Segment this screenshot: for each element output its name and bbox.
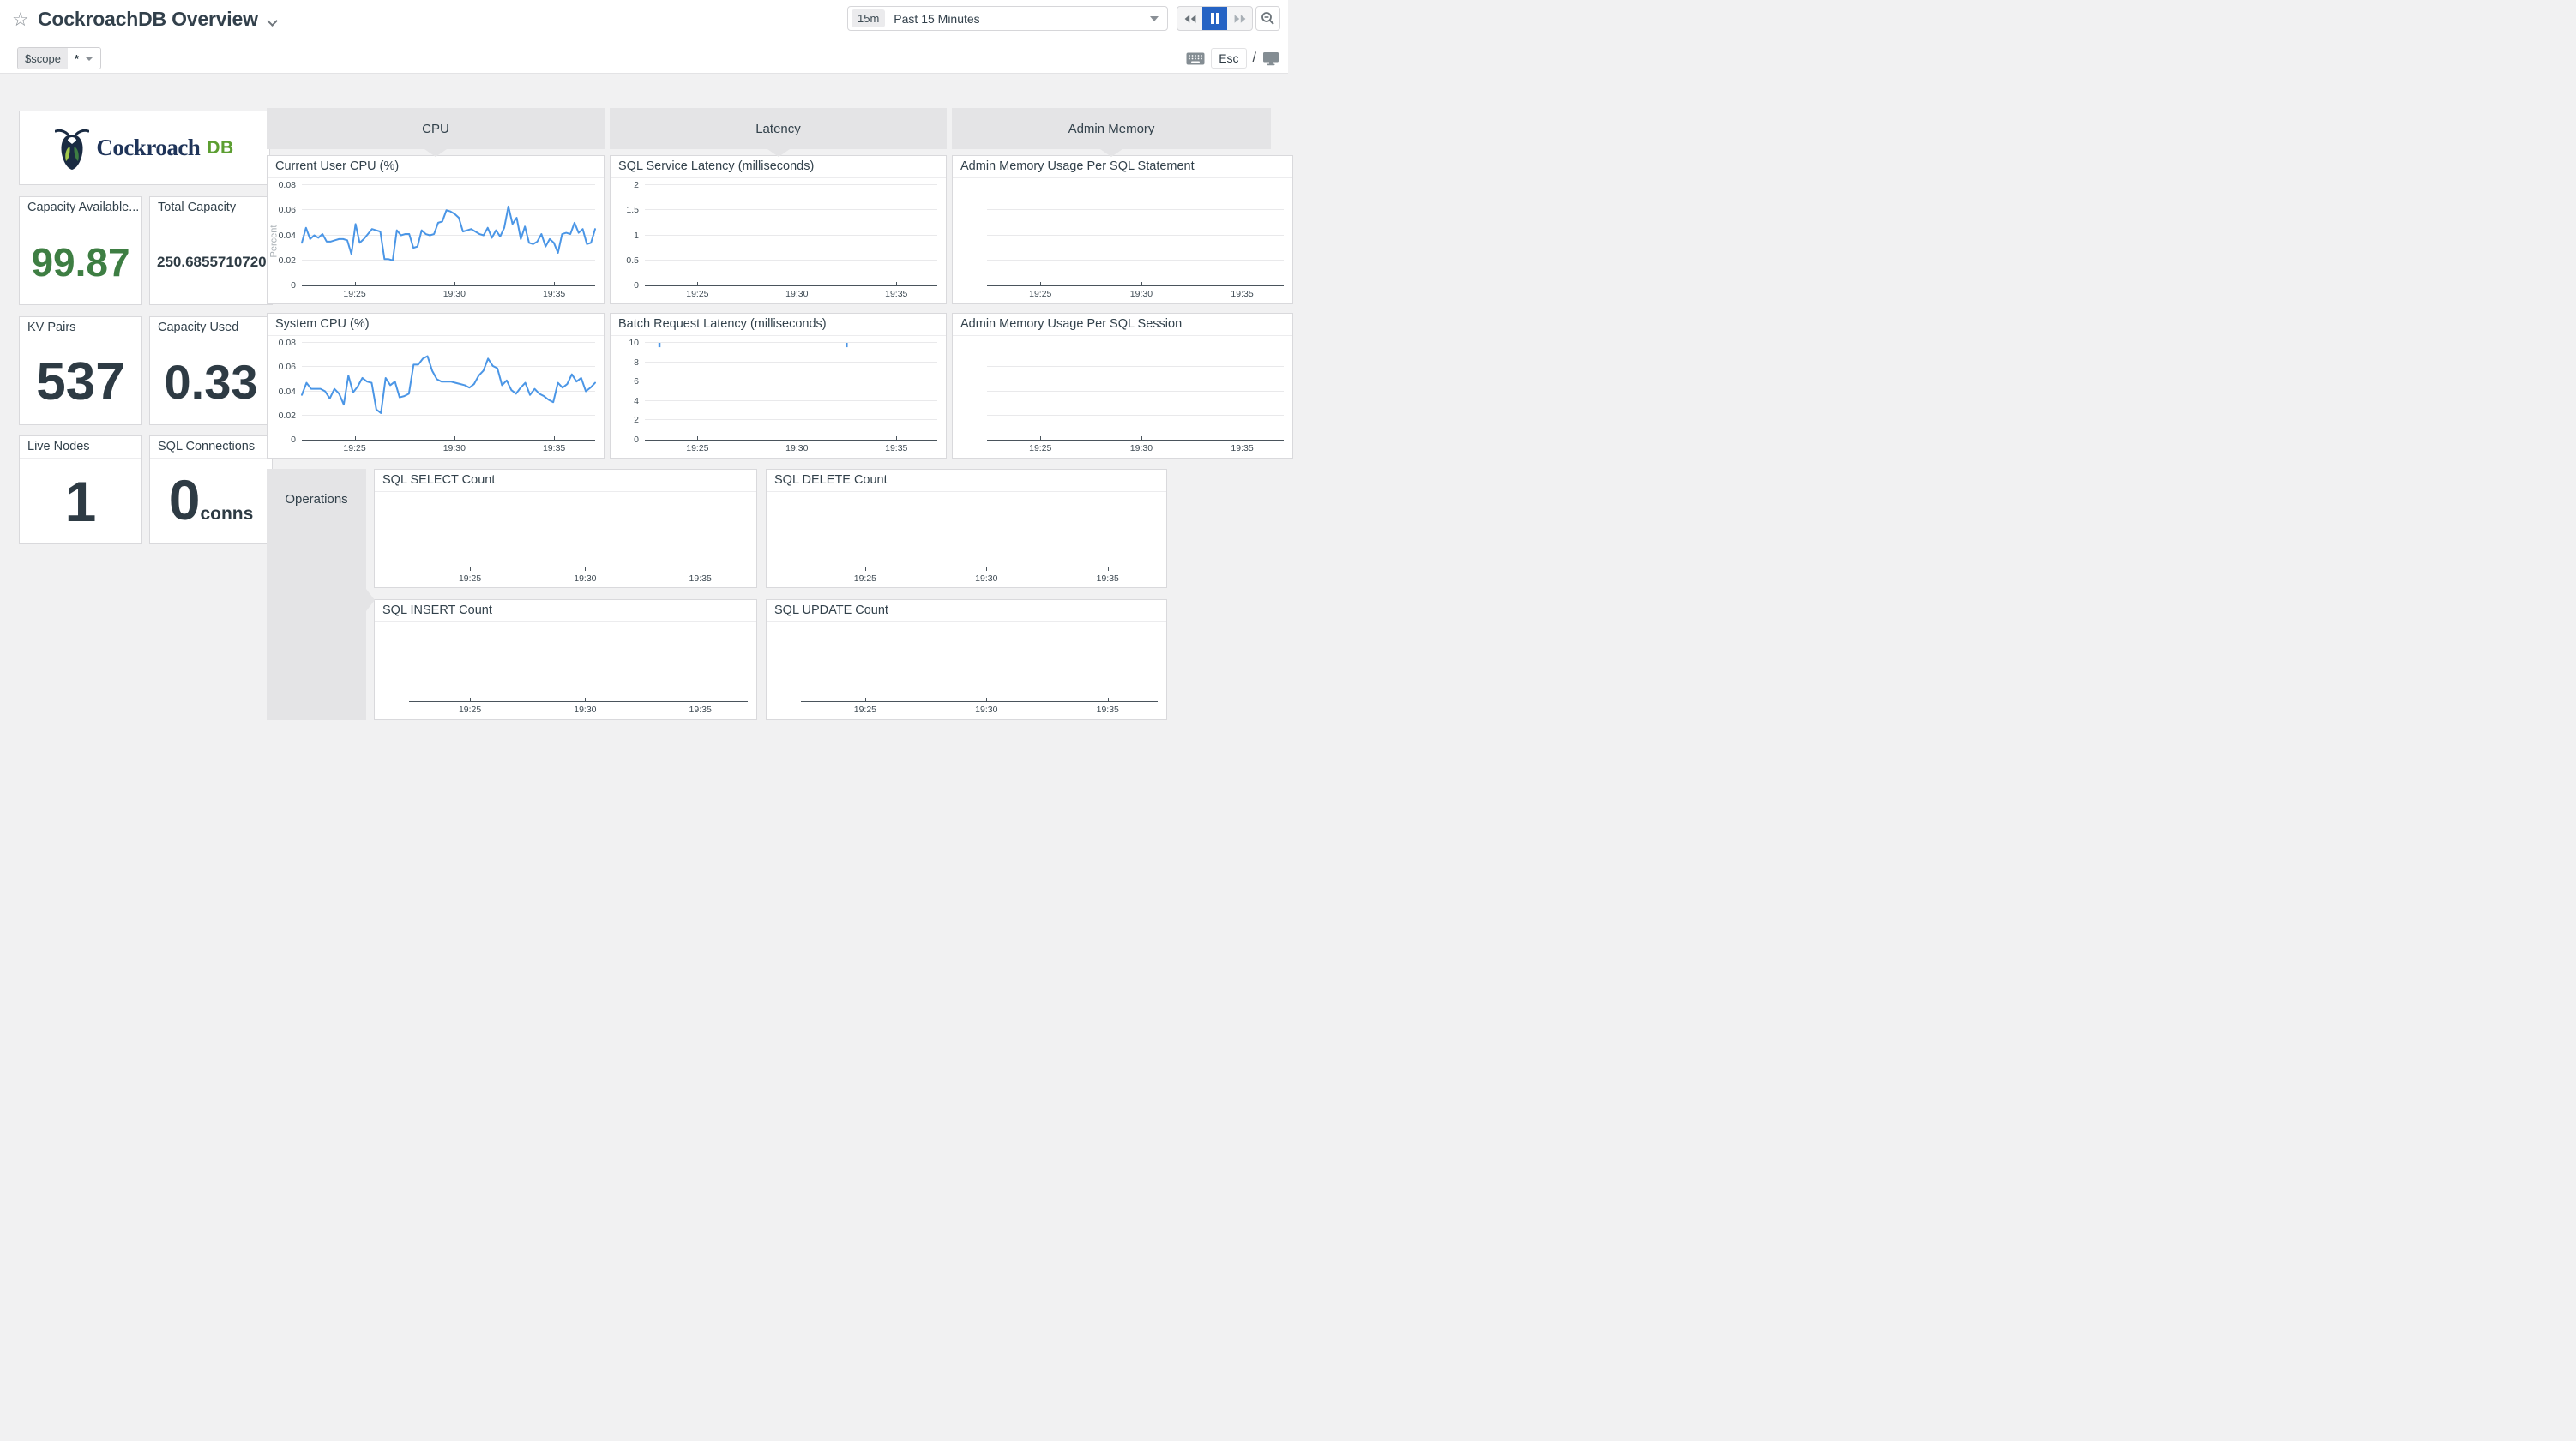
stat-card-capacity-used[interactable]: Capacity Used 0.33	[149, 316, 273, 425]
chart-title: Admin Memory Usage Per SQL Statement	[953, 156, 1292, 178]
logo-wordmark: Cockroach	[96, 135, 201, 160]
stat-title: SQL Connections	[150, 436, 272, 459]
stat-card-capacity-available[interactable]: Capacity Available... 99.87	[19, 196, 142, 305]
chart-title: SQL SELECT Count	[375, 470, 756, 492]
zoom-out-button[interactable]	[1255, 6, 1280, 31]
fast-forward-icon	[1234, 14, 1245, 23]
zoom-out-icon	[1261, 12, 1274, 25]
chart-plot-area[interactable]: 0 0.02 0.04 0.06 0.08 19:25 19:30 19:35	[268, 336, 604, 459]
chart-plot-area[interactable]: 19:25 19:30 19:35	[767, 622, 1166, 721]
stat-title: Capacity Available...	[20, 197, 141, 219]
chart-title: SQL Service Latency (milliseconds)	[611, 156, 946, 178]
chart-sql-select-count[interactable]: SQL SELECT Count 19:25 19:30 19:35	[374, 469, 757, 588]
chart-title: Batch Request Latency (milliseconds)	[611, 314, 946, 336]
cockroach-bug-icon	[55, 129, 90, 170]
scope-variable-dropdown[interactable]: $scope *	[17, 47, 101, 69]
group-label: Latency	[755, 121, 801, 136]
rewind-button[interactable]	[1177, 7, 1202, 30]
dashboard-canvas: Cockroach DB Capacity Available... 99.87…	[0, 74, 1293, 720]
logo-suffix: DB	[207, 137, 234, 158]
chart-plot-area[interactable]: 19:25 19:30 19:35	[375, 492, 756, 589]
chart-current-user-cpu[interactable]: Current User CPU (%) 0 0.02 0.04 0.06 0.08 19…	[267, 155, 605, 304]
stat-value: 250.6855710720	[157, 253, 267, 270]
keyboard-icon[interactable]	[1186, 52, 1205, 65]
chart-plot-area[interactable]: 0 0.5 1 1.5 2 19:25 19:30 19:35	[611, 178, 946, 305]
stat-unit: conns	[200, 504, 254, 524]
time-range-label: Past 15 Minutes	[894, 11, 980, 26]
cockroachdb-logo-card: Cockroach DB	[19, 111, 270, 185]
group-label: CPU	[422, 121, 449, 136]
group-header-operations: Operations	[267, 469, 375, 720]
stat-card-kv-pairs[interactable]: KV Pairs 537	[19, 316, 142, 425]
stat-value: 1	[64, 469, 97, 533]
scope-variable-name: $scope	[18, 48, 68, 69]
chart-plot-area[interactable]: 0 2 4 6 8 10 19:25 19:30 19:35	[611, 336, 946, 459]
chart-title: System CPU (%)	[268, 314, 604, 336]
title-row: ☆ CockroachDB Overview 15m Past 15 Minut…	[0, 0, 1288, 43]
chart-title: Current User CPU (%)	[268, 156, 604, 178]
stat-value: 0.33	[164, 355, 258, 409]
chart-sql-delete-count[interactable]: SQL DELETE Count 19:25 19:30 19:35	[766, 469, 1167, 588]
stat-value: 99.87	[31, 239, 130, 285]
chart-system-cpu[interactable]: System CPU (%) 0 0.02 0.04 0.06 0.08 19:25 19:…	[267, 313, 605, 459]
chart-sql-update-count[interactable]: SQL UPDATE Count 19:25 19:30 19:35	[766, 599, 1167, 720]
stat-card-total-capacity[interactable]: Total Capacity 250.6855710720 GB	[149, 196, 279, 305]
group-header-admin-memory: Admin Memory	[952, 108, 1271, 157]
rewind-icon	[1184, 14, 1195, 23]
group-header-cpu: CPU	[267, 108, 605, 157]
page-title: CockroachDB Overview	[38, 8, 258, 30]
chart-sql-service-latency[interactable]: SQL Service Latency (milliseconds) 0 0.5 1…	[610, 155, 947, 304]
monitor-icon[interactable]	[1262, 51, 1279, 66]
pause-button[interactable]	[1202, 7, 1227, 30]
chart-plot-area[interactable]: 19:25 19:30 19:35	[953, 178, 1292, 305]
chart-admin-memory-per-sql-statement[interactable]: Admin Memory Usage Per SQL Statement 19:…	[952, 155, 1293, 304]
chart-plot-area[interactable]: 19:25 19:30 19:35	[767, 492, 1166, 589]
caret-down-icon	[84, 56, 93, 61]
group-label: Admin Memory	[1068, 121, 1155, 136]
stat-card-sql-connections[interactable]: SQL Connections 0 conns	[149, 435, 273, 544]
chart-sql-insert-count[interactable]: SQL INSERT Count 19:25 19:30 19:35	[374, 599, 757, 720]
playback-controls	[1177, 6, 1253, 31]
time-range-badge: 15m	[852, 9, 886, 27]
fast-forward-button[interactable]	[1227, 7, 1252, 30]
chart-title: SQL INSERT Count	[375, 600, 756, 622]
chart-plot-area[interactable]: 19:25 19:30 19:35	[953, 336, 1292, 459]
group-label: Operations	[285, 492, 348, 507]
template-variable-row: $scope * Esc /	[0, 43, 1288, 74]
chart-plot-area[interactable]: 19:25 19:30 19:35	[375, 622, 756, 721]
stat-title: Capacity Used	[150, 317, 272, 339]
caret-down-icon	[1150, 15, 1159, 21]
chart-plot-area[interactable]: 0 0.02 0.04 0.06 0.08 19:25 19:30 19:35 Percent	[268, 178, 604, 305]
esc-button[interactable]: Esc	[1211, 48, 1247, 69]
stat-title: KV Pairs	[20, 317, 141, 339]
chart-admin-memory-per-sql-session[interactable]: Admin Memory Usage Per SQL Session 19:25…	[952, 313, 1293, 459]
chart-title: SQL DELETE Count	[767, 470, 1166, 492]
chart-title: SQL UPDATE Count	[767, 600, 1166, 622]
star-icon[interactable]: ☆	[12, 9, 29, 30]
stat-value: 537	[36, 352, 125, 411]
group-header-latency: Latency	[610, 108, 947, 157]
stat-value: 0	[168, 468, 201, 531]
scope-variable-value: *	[74, 51, 79, 65]
chart-title: Admin Memory Usage Per SQL Session	[953, 314, 1292, 336]
stat-card-live-nodes[interactable]: Live Nodes 1	[19, 435, 142, 544]
pause-icon	[1210, 13, 1219, 24]
chevron-down-icon[interactable]	[267, 15, 278, 27]
stat-title: Total Capacity	[150, 197, 272, 219]
top-bar: ☆ CockroachDB Overview 15m Past 15 Minut…	[0, 0, 1288, 74]
stat-title: Live Nodes	[20, 436, 141, 459]
time-range-picker[interactable]: 15m Past 15 Minutes	[847, 6, 1168, 31]
slash-separator: /	[1252, 51, 1256, 65]
